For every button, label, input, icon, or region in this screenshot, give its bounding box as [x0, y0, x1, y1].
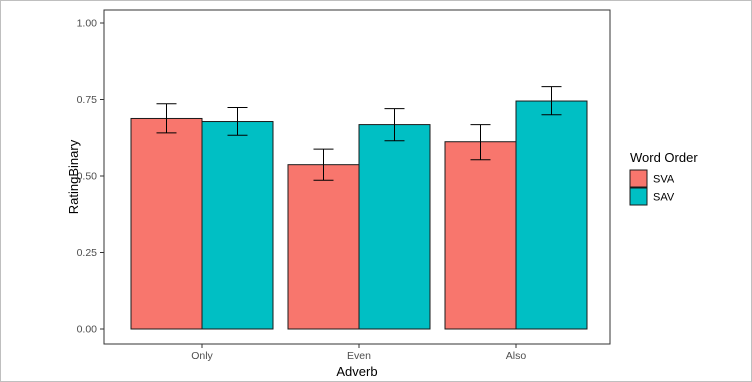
bar-sva-even	[287, 164, 360, 330]
bar-sva-only	[130, 117, 203, 330]
bar-sav-also	[515, 100, 588, 330]
bar-sva-also	[444, 141, 517, 330]
legend-key-sva	[629, 169, 648, 188]
y-tick-label: 1.00	[77, 18, 98, 30]
legend-label-sva: SVA	[653, 174, 675, 186]
error-bar	[541, 86, 562, 116]
bar-sav-even	[358, 124, 431, 330]
error-bar	[313, 148, 334, 181]
y-tick-label: 0.75	[77, 94, 98, 106]
y-tick-label: 0.25	[77, 247, 98, 259]
error-bar	[470, 124, 491, 161]
x-axis-title: Adverb	[336, 364, 377, 379]
legend-key-sav	[629, 187, 648, 206]
bar-sav-only	[201, 121, 274, 330]
legend-label-sav: SAV	[653, 192, 675, 204]
y-axis: 0.00 0.25 0.50 0.75 1.00	[77, 18, 104, 336]
y-tick-label: 0.00	[77, 324, 98, 336]
x-tick-label: Also	[506, 350, 527, 362]
error-bar	[227, 106, 248, 136]
error-bars	[156, 86, 562, 181]
y-axis-title: RatingBinary	[66, 139, 81, 214]
bars	[130, 100, 588, 330]
error-bar	[156, 103, 177, 134]
error-bar	[384, 108, 405, 142]
y-tick-label: 0.50	[77, 171, 98, 183]
x-tick-label: Even	[347, 350, 371, 362]
x-axis: Only Even Also	[191, 344, 526, 362]
legend: Word Order SVA SAV	[629, 150, 698, 206]
x-tick-label: Only	[191, 350, 213, 362]
legend-title: Word Order	[630, 150, 698, 165]
